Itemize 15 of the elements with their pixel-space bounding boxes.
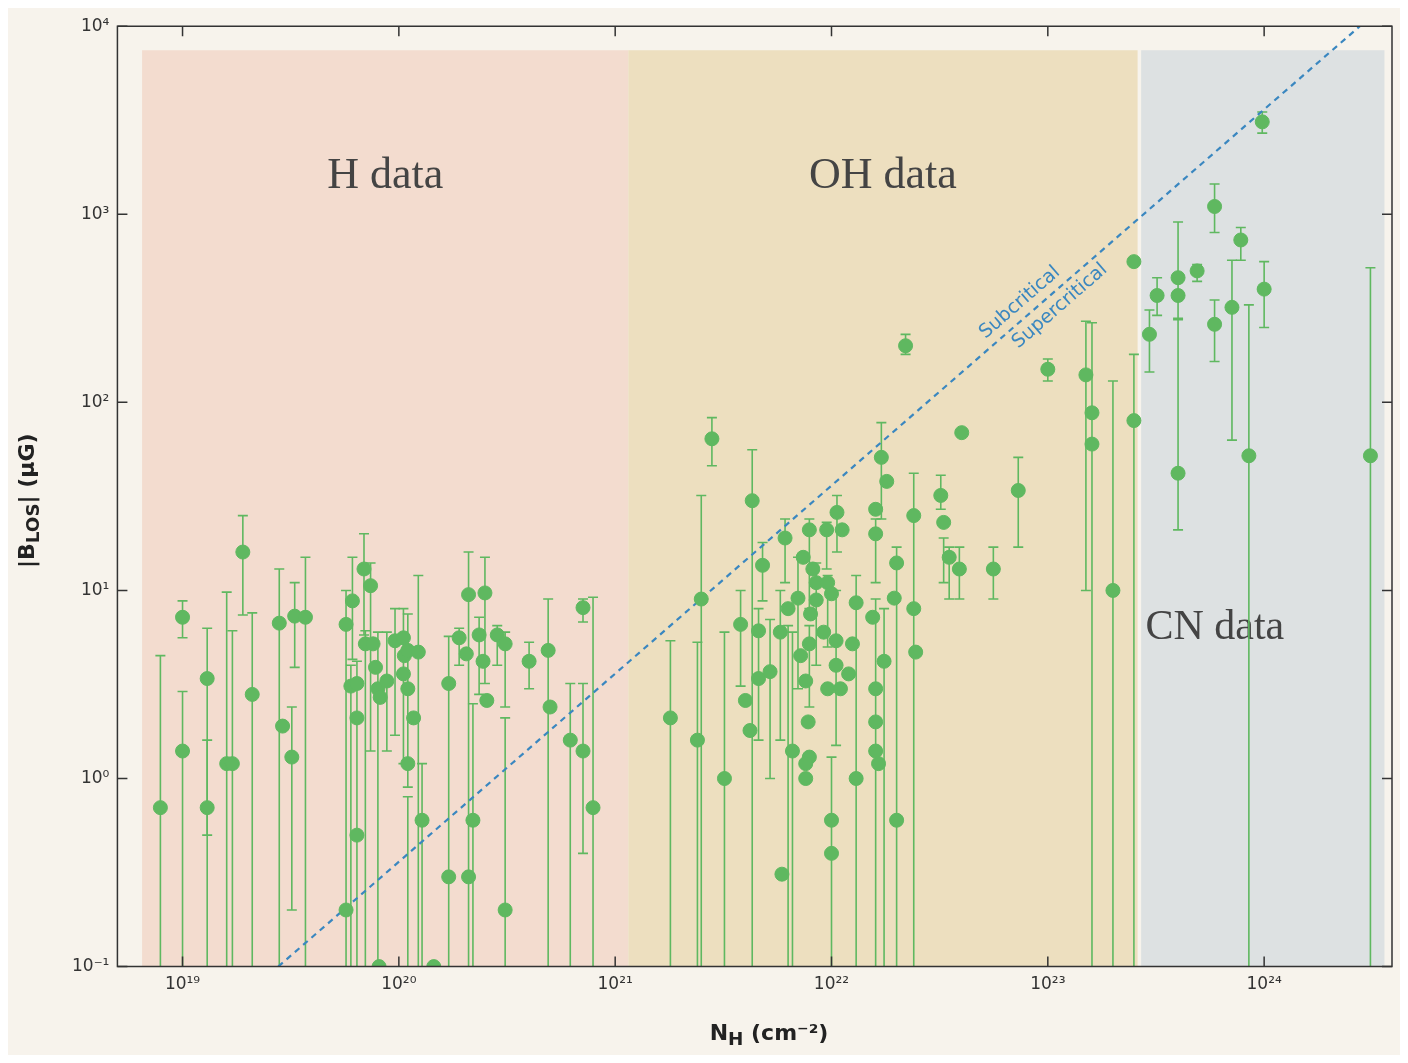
- y-tick-label: 10³: [80, 202, 110, 223]
- y-tick-label: 10⁴: [80, 14, 110, 35]
- x-tick-label: 10²³: [1030, 973, 1066, 994]
- x-axis-title: N$_{H}$ (cm⁻²): [708, 1019, 830, 1049]
- y-tick-label: 10¹: [80, 578, 110, 599]
- x-tick-label: 10²⁰: [381, 973, 417, 994]
- band-label: OH data: [809, 149, 957, 199]
- x-tick-label: 10²⁴: [1246, 973, 1282, 994]
- y-tick-label: 10⁰: [80, 766, 110, 787]
- x-tick-label: 10¹⁹: [164, 973, 201, 994]
- band-label: H data: [327, 149, 444, 199]
- y-tick-label: 10²: [80, 390, 110, 411]
- x-tick-label: 10²¹: [597, 973, 633, 994]
- x-tick-label: 10²²: [813, 973, 850, 994]
- y-tick-label: 10⁻¹: [72, 955, 110, 976]
